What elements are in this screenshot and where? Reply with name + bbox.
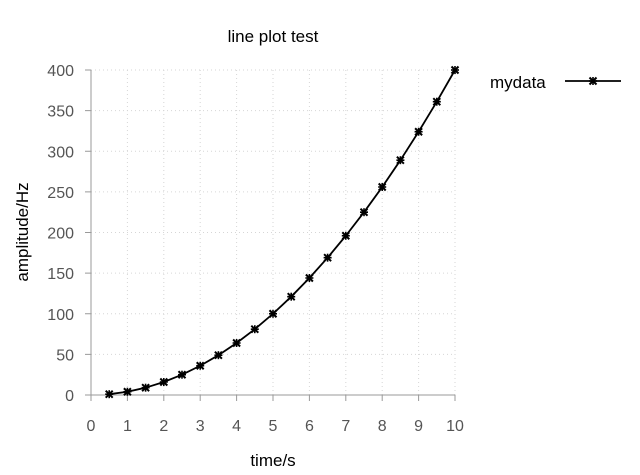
x-tick-label: 1 xyxy=(123,418,132,435)
x-tick-label: 4 xyxy=(232,418,241,435)
data-point xyxy=(323,253,332,262)
data-point xyxy=(141,383,150,392)
x-tick-label: 3 xyxy=(196,418,205,435)
y-tick-label: 200 xyxy=(47,226,74,243)
x-tick-label: 0 xyxy=(87,418,96,435)
data-point xyxy=(286,292,296,301)
x-tick-label: 9 xyxy=(414,418,423,435)
data-point xyxy=(268,309,278,318)
data-point xyxy=(359,207,369,217)
y-tick-label: 250 xyxy=(47,185,74,202)
data-point xyxy=(177,370,187,379)
y-axis-label: amplitude/Hz xyxy=(13,182,32,281)
chart-title: line plot test xyxy=(228,27,319,46)
y-tick-label: 350 xyxy=(47,104,74,121)
data-point xyxy=(195,361,205,370)
x-tick-labels: 0 1 2 3 4 5 6 7 8 9 10 xyxy=(87,418,464,435)
data-point xyxy=(432,97,442,106)
data-point xyxy=(414,127,423,136)
data-point xyxy=(123,387,132,396)
grid-lines xyxy=(90,69,456,396)
data-point xyxy=(396,155,405,165)
legend-label-mydata: mydata xyxy=(490,73,546,92)
data-point xyxy=(341,231,351,240)
data-point xyxy=(450,65,460,75)
legend-marker-mydata xyxy=(588,76,598,86)
data-point xyxy=(305,273,314,283)
y-tick-label: 100 xyxy=(47,307,74,324)
axes xyxy=(85,69,456,401)
y-tick-label: 150 xyxy=(47,266,74,283)
x-tick-label: 6 xyxy=(305,418,314,435)
data-point xyxy=(250,324,260,334)
y-tick-labels: 0 50 100 150 200 250 300 350 400 xyxy=(47,63,74,405)
series-line-mydata xyxy=(109,69,456,396)
data-point xyxy=(214,350,223,360)
x-tick-label: 7 xyxy=(341,418,350,435)
x-tick-label: 8 xyxy=(378,418,387,435)
legend: mydata xyxy=(490,73,621,92)
x-tick-label: 5 xyxy=(269,418,278,435)
data-point xyxy=(159,377,169,387)
series-group xyxy=(104,65,460,399)
x-tick-label: 10 xyxy=(446,418,464,435)
y-tick-label: 400 xyxy=(47,63,74,80)
y-tick-label: 300 xyxy=(47,144,74,161)
data-point xyxy=(232,338,241,348)
y-tick-label: 50 xyxy=(56,347,74,364)
x-tick-label: 2 xyxy=(159,418,168,435)
data-point xyxy=(377,182,387,192)
x-axis-label: time/s xyxy=(250,451,295,470)
data-point xyxy=(104,389,114,399)
y-tick-label: 0 xyxy=(65,388,74,405)
